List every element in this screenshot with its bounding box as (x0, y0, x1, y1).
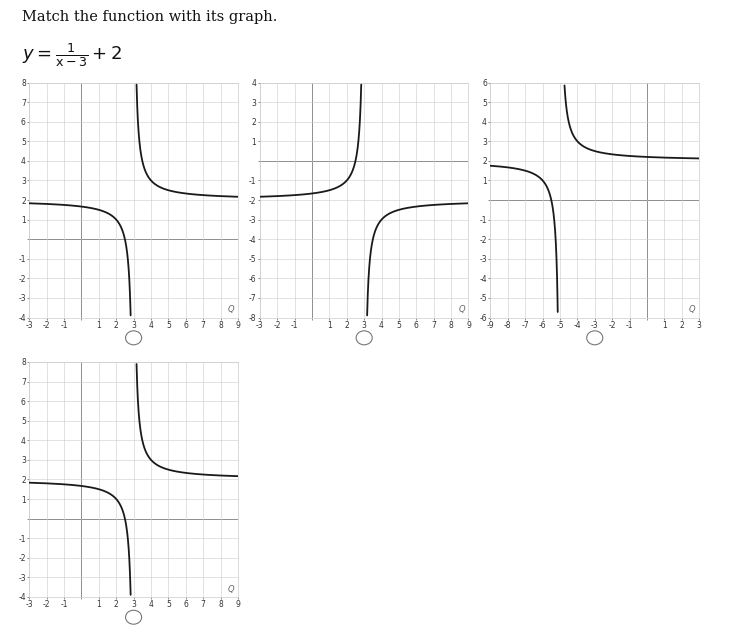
Text: Q: Q (689, 305, 695, 314)
Text: Match the function with its graph.: Match the function with its graph. (22, 10, 277, 23)
Text: Q: Q (458, 305, 465, 314)
Text: Q: Q (228, 585, 234, 594)
Text: $y =\mathregular{\frac{1}{x-3}} + 2$: $y =\mathregular{\frac{1}{x-3}} + 2$ (22, 41, 122, 69)
Text: Q: Q (228, 305, 234, 314)
